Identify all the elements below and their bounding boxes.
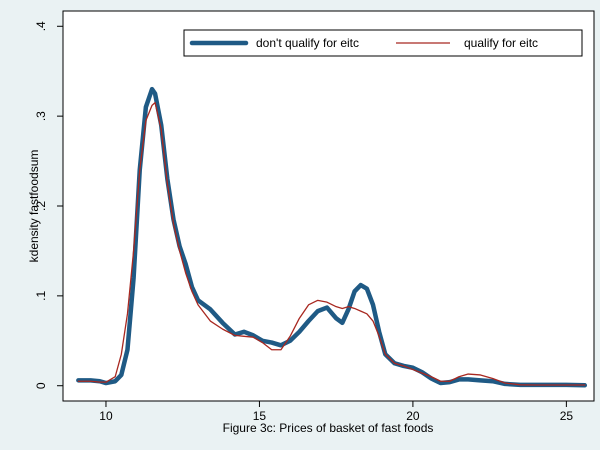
plot-background <box>63 11 594 401</box>
series-layer <box>76 86 588 388</box>
y-tick-label-3: .3 <box>34 111 48 121</box>
x-axis-title: Figure 3c: Prices of basket of fast food… <box>223 421 434 435</box>
legend: don't qualify for eitc qualify for eitc <box>183 29 583 57</box>
series-line-0 <box>76 86 588 388</box>
x-tick-label-1: 15 <box>253 409 267 423</box>
x-tick-label-3: 25 <box>560 409 574 423</box>
x-tick-label-2: 20 <box>406 409 420 423</box>
legend-label-series-1: qualify for eitc <box>464 36 538 50</box>
legend-label-series-0: don't qualify for eitc <box>256 36 359 50</box>
x-tick-label-0: 10 <box>99 409 113 423</box>
y-axis-title: kdensity fastfoodsum <box>27 150 41 263</box>
y-tick-label-4: .4 <box>34 21 48 31</box>
series-line-1 <box>77 102 586 386</box>
axes-layer: 10 15 20 25 0 .1 .2 .3 .4 <box>34 21 573 423</box>
y-tick-label-0: 0 <box>34 382 48 389</box>
y-tick-label-2: .2 <box>34 201 48 211</box>
legend-box <box>183 29 583 57</box>
y-tick-label-1: .1 <box>34 291 48 301</box>
